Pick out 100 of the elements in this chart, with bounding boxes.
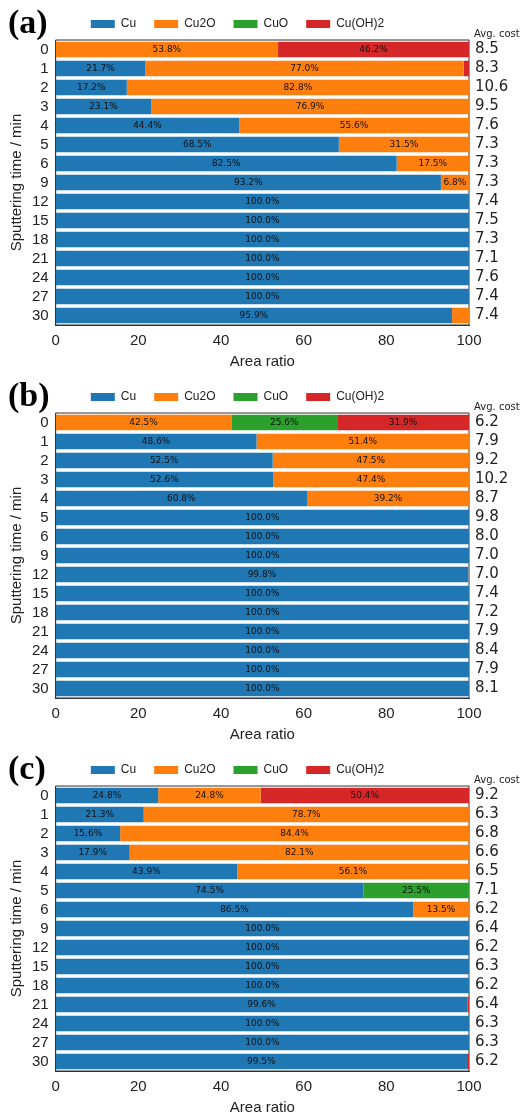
data-label: 43.9% xyxy=(132,865,162,876)
data-label: 100.0% xyxy=(245,271,280,282)
bar xyxy=(55,471,274,488)
text: 9.8 xyxy=(475,507,499,526)
bar xyxy=(55,41,279,58)
data-label: 100.0% xyxy=(245,941,280,952)
text: 6.5 xyxy=(475,861,499,880)
data-label: 15.6% xyxy=(73,827,103,838)
x-tick-label: 20 xyxy=(130,704,147,722)
data-label: 60.8% xyxy=(167,492,197,503)
data-label: 100.0% xyxy=(245,511,280,522)
y-tick-label: 27 xyxy=(32,1032,49,1050)
text: 9.2 xyxy=(475,450,499,469)
data-label: 51.4% xyxy=(348,435,378,446)
bar xyxy=(338,136,469,153)
data-label: 56.1% xyxy=(338,865,368,876)
x-tick-label: 80 xyxy=(377,704,395,722)
data-label: 100.0% xyxy=(245,233,280,244)
text: 7.4 xyxy=(475,583,499,602)
data-label: 100.0% xyxy=(245,606,280,617)
text: 9.5 xyxy=(475,96,499,115)
bar xyxy=(260,787,469,804)
y-tick-label: 0 xyxy=(40,412,49,430)
y-axis-title: Sputtering time / min xyxy=(7,113,25,252)
data-label: 100.0% xyxy=(245,979,280,990)
bar xyxy=(273,471,469,488)
text: 7.3 xyxy=(475,153,499,172)
data-label: 99.8% xyxy=(247,568,277,579)
bar xyxy=(55,1015,469,1032)
bar xyxy=(151,98,469,115)
y-tick-label: 4 xyxy=(40,861,49,879)
bar xyxy=(55,509,469,526)
y-tick-label: 3 xyxy=(40,96,49,114)
text: 9.2 xyxy=(475,785,499,804)
data-label: 21.3% xyxy=(85,808,115,819)
data-label: 100.0% xyxy=(245,663,280,674)
y-tick-label: 15 xyxy=(32,583,49,601)
x-tick-label: 80 xyxy=(377,1077,395,1095)
y-tick-label: 18 xyxy=(32,229,49,247)
text: 8.5 xyxy=(475,39,499,58)
legend-label: Cu xyxy=(120,389,137,404)
bar xyxy=(145,60,464,77)
x-axis-title: Area ratio xyxy=(229,352,295,370)
y-tick-label: 5 xyxy=(40,134,49,152)
data-label: 17.9% xyxy=(78,846,108,857)
bar xyxy=(452,307,469,324)
data-label: 25.6% xyxy=(269,416,299,427)
x-tick-label: 100 xyxy=(456,704,482,722)
data-label: 100.0% xyxy=(245,644,280,655)
y-tick-label: 24 xyxy=(32,640,49,658)
text: 8.7 xyxy=(475,488,499,507)
bar xyxy=(55,452,273,469)
text: 6.2 xyxy=(475,937,499,956)
data-label: 44.4% xyxy=(133,119,163,130)
y-tick-label: 9 xyxy=(40,172,49,190)
text: 7.4 xyxy=(475,286,499,305)
text: 6.2 xyxy=(475,1051,499,1070)
bar xyxy=(237,863,469,880)
data-label: 100.0% xyxy=(245,1036,280,1047)
y-tick-label: 1 xyxy=(40,804,49,822)
chart-title: (a) xyxy=(8,2,48,42)
y-tick-label: 21 xyxy=(32,621,49,639)
data-label: 100.0% xyxy=(245,530,280,541)
data-label: 95.9% xyxy=(239,309,269,320)
data-label: 100.0% xyxy=(245,549,280,560)
legend-label: Cu2O xyxy=(184,16,216,31)
x-tick-label: 60 xyxy=(295,1077,313,1095)
y-tick-label: 21 xyxy=(32,248,49,266)
y-tick-label: 18 xyxy=(32,975,49,993)
bar xyxy=(55,490,307,507)
x-tick-label: 0 xyxy=(51,704,60,722)
y-tick-label: 5 xyxy=(40,880,49,898)
data-label: 23.1% xyxy=(89,100,119,111)
data-label: 100.0% xyxy=(245,922,280,933)
legend-label: Cu xyxy=(120,762,137,777)
y-tick-label: 1 xyxy=(40,431,49,449)
data-label: 100.0% xyxy=(245,290,280,301)
y-tick-label: 3 xyxy=(40,469,49,487)
x-tick-label: 40 xyxy=(212,331,230,349)
data-label: 42.5% xyxy=(129,416,159,427)
data-label: 31.5% xyxy=(389,138,419,149)
chart-title: (c) xyxy=(8,748,46,788)
data-label: 46.2% xyxy=(359,43,389,54)
data-label: 82.5% xyxy=(211,157,241,168)
y-tick-label: 6 xyxy=(40,899,49,917)
data-label: 24.8% xyxy=(195,789,225,800)
data-label: 93.2% xyxy=(233,176,264,187)
bar xyxy=(55,547,469,564)
bar xyxy=(55,863,238,880)
bar xyxy=(55,585,469,602)
data-label: 78.7% xyxy=(292,808,322,819)
data-label: 99.6% xyxy=(247,998,277,1009)
data-label: 50.4% xyxy=(350,789,380,800)
bar xyxy=(55,193,469,210)
bar xyxy=(55,996,468,1013)
bar xyxy=(55,288,469,305)
bar xyxy=(55,977,469,994)
data-label: 13.5% xyxy=(426,903,456,914)
y-tick-label: 18 xyxy=(32,602,49,620)
x-tick-label: 40 xyxy=(212,704,230,722)
